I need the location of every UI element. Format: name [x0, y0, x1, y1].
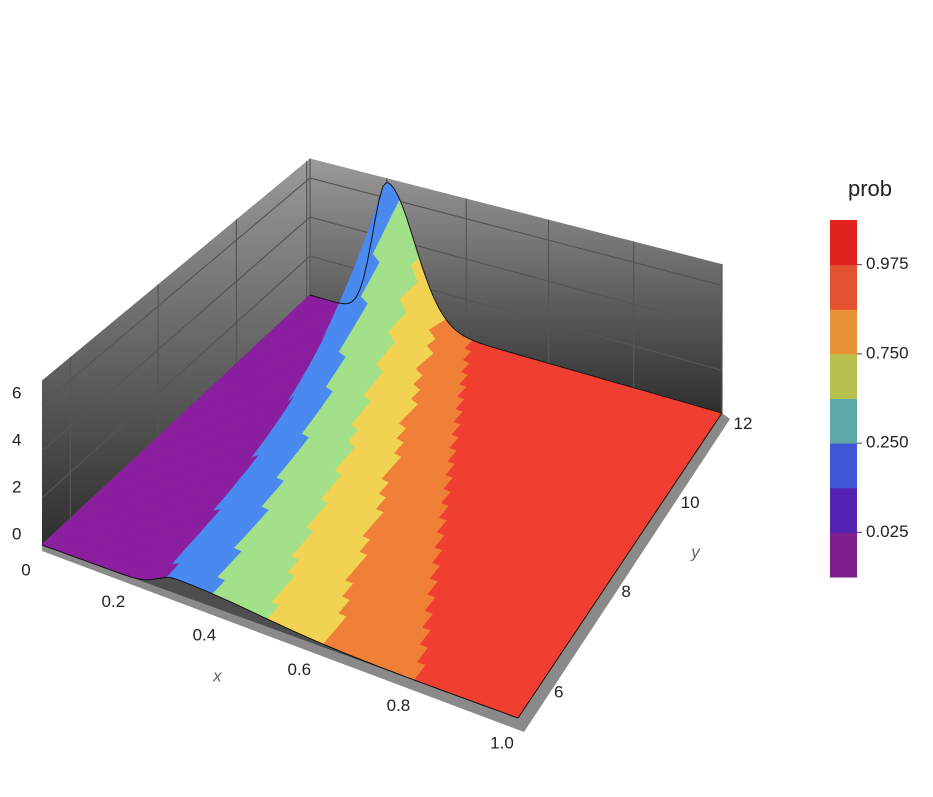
colorbar-title: prob	[848, 176, 892, 201]
surface	[41, 181, 723, 719]
x-tick-label: 1.0	[490, 733, 514, 752]
grid-line	[41, 216, 723, 452]
x-tick-label: 0.4	[193, 625, 217, 644]
colorbar-band	[830, 309, 857, 355]
surface-edge	[309, 181, 723, 414]
colorbar-band	[830, 487, 857, 533]
grid-line	[41, 177, 723, 405]
x-axis-title: x	[212, 666, 222, 685]
colorbar-band	[830, 353, 857, 399]
z-tick-label: 4	[12, 430, 21, 449]
colorbar-band	[830, 264, 857, 310]
colorbar-tick-label: 0.250	[866, 433, 909, 452]
colorbar-band	[830, 398, 857, 444]
surface-edge	[517, 412, 723, 719]
colorbar-tick-label: 0.025	[866, 522, 909, 541]
back-wall	[310, 158, 722, 413]
colorbar-band	[830, 220, 857, 266]
x-tick-label: 0.8	[387, 696, 411, 715]
y-tick-label: 10	[681, 493, 700, 512]
z-tick-label: 2	[12, 477, 21, 496]
colorbar-band	[830, 443, 857, 489]
z-tick-label: 6	[12, 383, 21, 402]
grid-line	[41, 255, 723, 499]
left-wall	[42, 158, 310, 545]
x-tick-label: 0.2	[102, 592, 126, 611]
surface-edge	[41, 544, 519, 719]
y-tick-label: 12	[734, 414, 753, 433]
y-tick-label: 8	[621, 582, 630, 601]
colorbar-band	[830, 532, 857, 578]
x-tick-label: 0.6	[288, 660, 312, 679]
labels: 0 0.2 0.4 0.6 0.8 1.0 6 8 10 12 0 2 4 6 x y	[12, 383, 752, 752]
y-axis-title: y	[690, 542, 701, 561]
x-tick-label: 0	[21, 560, 30, 579]
colorbar-tick-label: 0.750	[866, 343, 909, 362]
colorbar-tick-label: 0.975	[866, 254, 909, 273]
z-tick-label: 0	[12, 524, 21, 543]
y-tick-label: 6	[554, 683, 563, 702]
